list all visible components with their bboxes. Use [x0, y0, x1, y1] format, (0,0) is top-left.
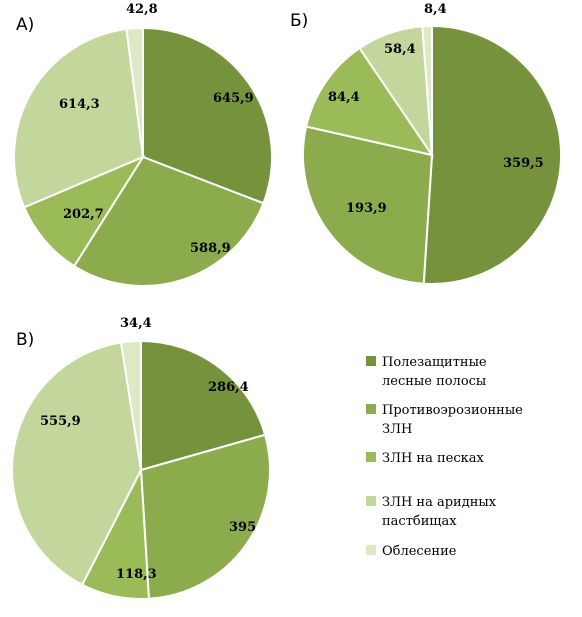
legend-label-anti-erosion: Противоэрозионные ЗЛН — [382, 403, 523, 437]
data-label-anti-erosion: 395 — [229, 520, 256, 535]
legend: Полезащитные лесные полосы Противоэрозион… — [366, 355, 523, 559]
data-label-arid-pastures: 614,3 — [59, 97, 100, 112]
legend-swatch-arid-pastures — [366, 496, 376, 506]
pie-slice-field-protective — [140, 339, 267, 472]
pie-chart-a: 645,9 588,9 202,7 614,3 42,8 — [13, 2, 273, 287]
pie-slice-sands — [304, 46, 435, 157]
legend-label-field-protective: Полезащитные лесные полосы — [382, 355, 487, 389]
data-label-sands: 84,4 — [328, 90, 360, 105]
data-label-afforestation: 34,4 — [120, 316, 152, 331]
pie-slice-field-protective — [142, 26, 273, 205]
data-label-anti-erosion: 588,9 — [190, 241, 231, 256]
panel-label-b: Б) — [290, 11, 308, 31]
legend-swatch-sands — [366, 452, 376, 462]
data-label-field-protective: 645,9 — [213, 91, 254, 106]
data-label-arid-pastures: 555,9 — [40, 414, 81, 429]
data-label-afforestation: 42,8 — [126, 2, 158, 17]
pie-slice-afforestation — [119, 339, 142, 471]
legend-swatch-field-protective — [366, 356, 376, 366]
legend-label-sands: ЗЛН на песках — [382, 451, 484, 466]
pie-slice-arid-pastures — [13, 27, 145, 209]
pie-slice-field-protective — [422, 24, 562, 285]
pie-chart-v: 286,4 395 118,3 555,9 34,4 — [11, 316, 271, 601]
data-label-sands: 202,7 — [63, 207, 104, 222]
pie-slice-sands — [22, 154, 146, 268]
pie-slice-anti-erosion — [302, 125, 434, 285]
panel-label-a: А) — [16, 15, 34, 35]
data-label-sands: 118,3 — [116, 567, 157, 582]
data-label-arid-pastures: 58,4 — [384, 42, 416, 57]
panel-label-v: В) — [16, 330, 34, 350]
pie-slice-anti-erosion — [139, 433, 271, 600]
legend-swatch-afforestation — [366, 545, 376, 555]
data-label-anti-erosion: 193,9 — [346, 201, 387, 216]
data-label-afforestation: 8,4 — [424, 2, 447, 17]
data-label-field-protective: 359,5 — [503, 156, 544, 171]
legend-label-afforestation: Облесение — [382, 544, 457, 559]
pie-slice-arid-pastures — [11, 341, 143, 587]
pie-chart-b: 359,5 193,9 84,4 58,4 8,4 — [302, 2, 562, 285]
pie-slice-anti-erosion — [72, 155, 265, 287]
legend-label-arid-pastures: ЗЛН на аридных пастбищах — [382, 495, 497, 529]
pie-slice-afforestation — [125, 26, 144, 158]
data-label-field-protective: 286,4 — [208, 380, 249, 395]
legend-swatch-anti-erosion — [366, 404, 376, 414]
pie-slice-afforestation — [421, 24, 433, 156]
